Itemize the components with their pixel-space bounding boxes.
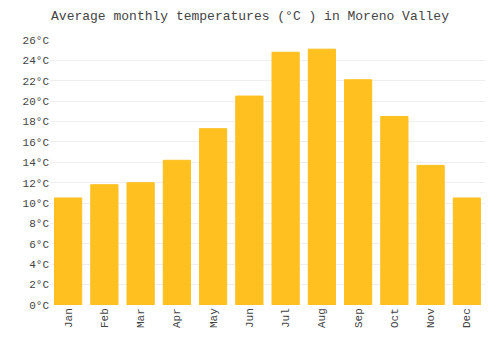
svg-text:Jul: Jul xyxy=(280,308,292,328)
svg-text:Jan: Jan xyxy=(63,308,75,328)
svg-text:4°C: 4°C xyxy=(29,259,49,271)
svg-text:14°C: 14°C xyxy=(23,157,50,169)
svg-text:Oct: Oct xyxy=(389,308,401,328)
svg-text:May: May xyxy=(208,308,220,328)
svg-text:Aug: Aug xyxy=(316,308,328,328)
svg-text:Jun: Jun xyxy=(244,308,256,328)
svg-text:Apr: Apr xyxy=(171,308,183,328)
svg-text:Mar: Mar xyxy=(135,308,147,328)
svg-text:24°C: 24°C xyxy=(23,55,50,67)
svg-text:Feb: Feb xyxy=(99,308,111,328)
svg-text:18°C: 18°C xyxy=(23,116,50,128)
svg-text:Dec: Dec xyxy=(461,308,473,328)
svg-text:6°C: 6°C xyxy=(29,239,49,251)
svg-text:Nov: Nov xyxy=(425,308,437,328)
svg-text:22°C: 22°C xyxy=(23,76,50,88)
svg-text:2°C: 2°C xyxy=(29,279,49,291)
svg-text:12°C: 12°C xyxy=(23,178,50,190)
svg-text:10°C: 10°C xyxy=(23,198,50,210)
svg-text:Sep: Sep xyxy=(353,308,365,328)
svg-text:8°C: 8°C xyxy=(29,218,49,230)
svg-text:16°C: 16°C xyxy=(23,137,50,149)
svg-text:20°C: 20°C xyxy=(23,96,50,108)
svg-text:26°C: 26°C xyxy=(23,35,50,47)
svg-text:0°C: 0°C xyxy=(29,300,49,312)
svg-text:Average monthly temperatures (: Average monthly temperatures (°C ) in Mo… xyxy=(51,9,449,24)
